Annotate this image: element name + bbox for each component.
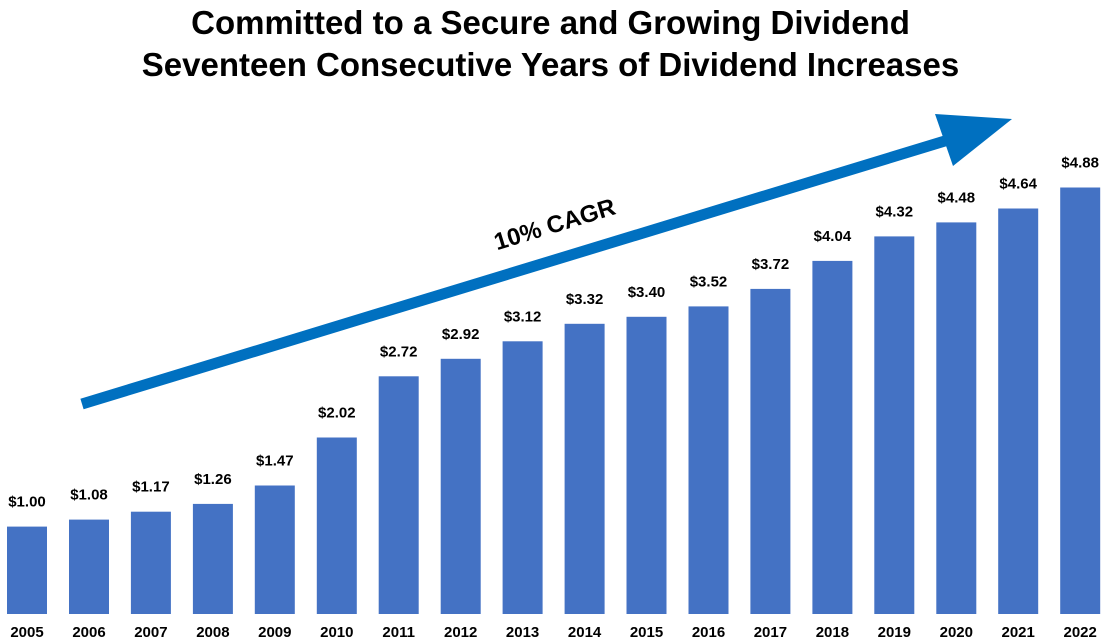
x-tick-2020: 2020 xyxy=(940,624,973,641)
bar-2018 xyxy=(812,260,853,614)
bar-2017 xyxy=(750,288,791,614)
x-tick-2017: 2017 xyxy=(754,624,787,641)
data-label-2009: $1.47 xyxy=(256,453,294,470)
bar-2020 xyxy=(936,222,977,614)
data-label-2014: $3.32 xyxy=(566,291,604,308)
data-label-2021: $4.64 xyxy=(999,176,1037,193)
data-label-2006: $1.08 xyxy=(70,487,108,504)
bar-2012 xyxy=(440,358,481,614)
data-label-2008: $1.26 xyxy=(194,471,232,488)
data-label-2017: $3.72 xyxy=(752,256,790,273)
data-label-2020: $4.48 xyxy=(938,189,976,206)
bar-2019 xyxy=(874,236,915,614)
chart-title: Committed to a Secure and Growing Divide… xyxy=(191,4,910,41)
x-tick-2018: 2018 xyxy=(816,624,849,641)
data-label-2016: $3.52 xyxy=(690,273,728,290)
x-tick-2010: 2010 xyxy=(320,624,353,641)
x-tick-2006: 2006 xyxy=(72,624,105,641)
x-tick-2014: 2014 xyxy=(568,624,602,641)
data-label-2022: $4.88 xyxy=(1061,155,1099,172)
data-label-2010: $2.02 xyxy=(318,405,356,422)
x-axis-tick-labels: 2005 2006 2007 2008 2009 2010 2011 2012 2013 2014… xyxy=(10,624,1097,641)
bar-2010 xyxy=(316,437,357,614)
x-tick-2016: 2016 xyxy=(692,624,725,641)
bar-2005 xyxy=(7,526,47,614)
x-tick-2022: 2022 xyxy=(1064,624,1097,641)
data-label-2012: $2.92 xyxy=(442,326,480,343)
x-tick-2012: 2012 xyxy=(444,624,477,641)
data-label-2018: $4.04 xyxy=(814,228,852,245)
bar-2014 xyxy=(564,323,605,614)
bar-2007 xyxy=(130,511,171,614)
bar-2015 xyxy=(626,316,667,614)
x-tick-2015: 2015 xyxy=(630,624,663,641)
bar-2011 xyxy=(378,376,419,614)
data-label-2007: $1.17 xyxy=(132,479,170,496)
bar-2021 xyxy=(998,208,1039,614)
bar-2022 xyxy=(1060,187,1101,614)
data-label-2005: $1.00 xyxy=(8,494,46,511)
x-tick-2007: 2007 xyxy=(134,624,167,641)
bar-2006 xyxy=(69,519,109,614)
bar-2008 xyxy=(192,503,233,614)
cagr-arrow-group: 10% CAGR xyxy=(80,114,1012,410)
x-tick-2005: 2005 xyxy=(10,624,43,641)
bars-layer xyxy=(7,187,1101,614)
data-label-2015: $3.40 xyxy=(628,284,666,301)
bar-2016 xyxy=(688,306,729,614)
cagr-arrow-head xyxy=(935,114,1012,166)
data-labels-layer: $1.00 $1.08 $1.17 $1.26 $1.47 $2.02 $2.72 $2.92… xyxy=(8,155,1099,511)
x-tick-2013: 2013 xyxy=(506,624,539,641)
x-tick-2009: 2009 xyxy=(258,624,291,641)
bar-2013 xyxy=(502,341,543,614)
x-tick-2021: 2021 xyxy=(1002,624,1035,641)
chart-title-block: Committed to a Secure and Growing Divide… xyxy=(0,2,1101,86)
cagr-arrow-shaft xyxy=(80,131,960,410)
chart-subtitle: Seventeen Consecutive Years of Dividend … xyxy=(141,46,960,83)
data-label-2013: $3.12 xyxy=(504,308,542,325)
x-tick-2019: 2019 xyxy=(878,624,911,641)
x-tick-2008: 2008 xyxy=(196,624,229,641)
data-label-2011: $2.72 xyxy=(380,343,418,360)
x-tick-2011: 2011 xyxy=(382,624,415,641)
bar-2009 xyxy=(254,485,295,614)
data-label-2019: $4.32 xyxy=(876,203,914,220)
